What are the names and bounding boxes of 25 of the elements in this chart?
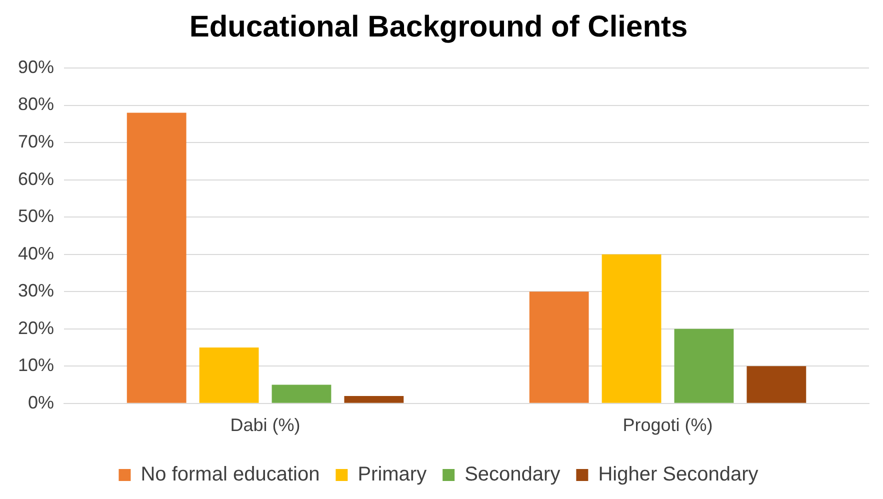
- legend-label: Primary: [358, 464, 427, 486]
- y-tick-label: 60%: [18, 168, 54, 189]
- bar: [602, 254, 662, 403]
- y-tick-label: 40%: [18, 243, 54, 264]
- bar: [529, 292, 589, 403]
- bar: [272, 384, 332, 403]
- legend-label: Secondary: [464, 464, 560, 486]
- bar: [344, 396, 404, 403]
- chart-title: Educational Background of Clients: [189, 10, 688, 44]
- x-tick-label: Dabi (%): [230, 415, 300, 436]
- legend-label: Higher Secondary: [598, 464, 758, 486]
- bar: [199, 348, 259, 403]
- legend-label: No formal education: [140, 464, 320, 486]
- x-tick-label: Progoti (%): [622, 415, 713, 436]
- bar: [126, 112, 186, 403]
- y-tick-label: 50%: [18, 206, 54, 226]
- y-tick-label: 80%: [18, 94, 54, 114]
- y-tick-label: 10%: [18, 355, 54, 376]
- y-tick-label: 90%: [18, 56, 54, 77]
- y-tick-label: 70%: [18, 132, 54, 152]
- bar: [746, 366, 806, 403]
- y-tick-label: 0%: [28, 392, 54, 412]
- y-tick-label: 30%: [18, 280, 54, 301]
- y-tick-label: 20%: [18, 318, 54, 338]
- bar: [674, 328, 734, 403]
